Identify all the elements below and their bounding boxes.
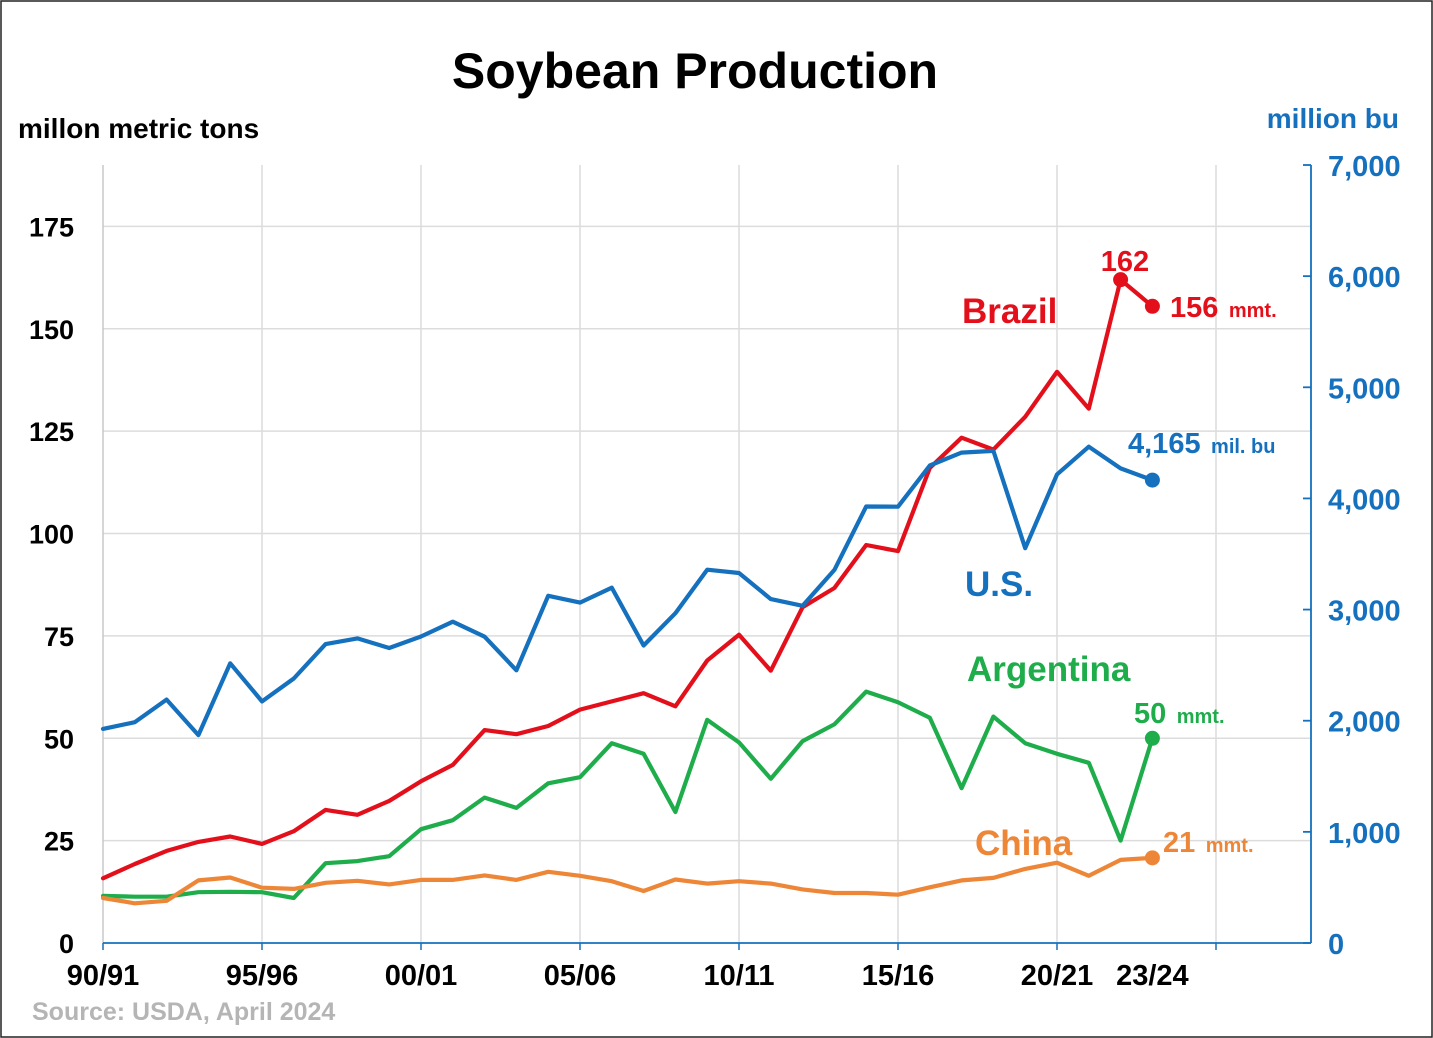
brazil-peak-label: 162 <box>1101 246 1149 278</box>
right-tick-label: 4,000 <box>1328 484 1401 516</box>
right-tick-label: 7,000 <box>1328 151 1401 183</box>
left-tick-label: 75 <box>44 622 74 652</box>
x-tick-label: 00/01 <box>385 960 458 992</box>
us-line <box>100 444 1155 738</box>
argentina-last-label: 50 mmt. <box>1134 698 1225 730</box>
right-axis-title: million bu <box>1267 103 1399 134</box>
left-tick-label: 100 <box>29 520 74 550</box>
left-tick-label: 0 <box>59 929 74 959</box>
argentina-end-marker <box>1144 730 1160 746</box>
left-tick-label: 50 <box>44 724 74 754</box>
x-tick-label: 05/06 <box>544 960 617 992</box>
brazil-last-value: 156 <box>1170 292 1218 324</box>
grid-lines <box>103 165 1310 943</box>
china-line <box>100 855 1155 906</box>
x-tick-label: 20/21 <box>1021 960 1094 992</box>
x-tick-label: 90/91 <box>67 960 140 992</box>
right-tick-label: 5,000 <box>1328 373 1401 405</box>
brazil-line <box>100 277 1155 881</box>
us-end-marker <box>1144 472 1160 488</box>
us-last-value: 4,165 <box>1128 428 1201 460</box>
brazil-end-marker <box>1144 298 1160 314</box>
left-axis-title: millon metric tons <box>18 113 259 144</box>
argentina-last-value: 50 <box>1134 698 1166 730</box>
right-tick-label: 6,000 <box>1328 262 1401 294</box>
left-tick-label: 150 <box>29 315 74 345</box>
right-tick-label: 1,000 <box>1328 818 1401 850</box>
right-tick-label: 0 <box>1328 929 1344 961</box>
right-tick-label: 2,000 <box>1328 707 1401 739</box>
left-tick-label: 175 <box>29 212 74 242</box>
x-tick-label: 95/96 <box>226 960 299 992</box>
brazil-last-unit: mmt. <box>1229 300 1277 322</box>
us-last-unit: mil. bu <box>1211 436 1275 458</box>
china-last-value: 21 <box>1163 827 1195 859</box>
chart-labels: Soybean Production millon metric tons mi… <box>18 43 1399 1026</box>
china-end-marker <box>1144 850 1160 866</box>
brazil-peak-marker <box>1113 272 1129 288</box>
source-note: Source: USDA, April 2024 <box>32 998 335 1026</box>
x-tick-label: 23/24 <box>1116 960 1189 992</box>
china-last-label: 21 mmt. <box>1163 827 1254 859</box>
argentina-line <box>100 689 1155 901</box>
right-tick-label: 3,000 <box>1328 596 1401 628</box>
left-tick-label: 25 <box>44 827 74 857</box>
axes: 0 25 50 75 100 125 150 175 90/91 95/96 00/01 05/06 1… <box>29 151 1401 992</box>
us-series-label: U.S. <box>965 565 1033 604</box>
china-series-label: China <box>975 824 1073 863</box>
chart-title: Soybean Production <box>452 43 938 99</box>
argentina-series-label: Argentina <box>967 650 1131 689</box>
x-tick-label: 15/16 <box>862 960 935 992</box>
us-last-label: 4,165 mil. bu <box>1128 428 1275 460</box>
series-lines <box>100 272 1160 906</box>
brazil-last-label: 156 mmt. <box>1170 292 1277 324</box>
brazil-series-label: Brazil <box>962 292 1057 331</box>
china-last-unit: mmt. <box>1206 835 1254 857</box>
x-tick-label: 10/11 <box>704 960 775 992</box>
left-tick-label: 125 <box>29 417 74 447</box>
argentina-last-unit: mmt. <box>1177 706 1225 728</box>
